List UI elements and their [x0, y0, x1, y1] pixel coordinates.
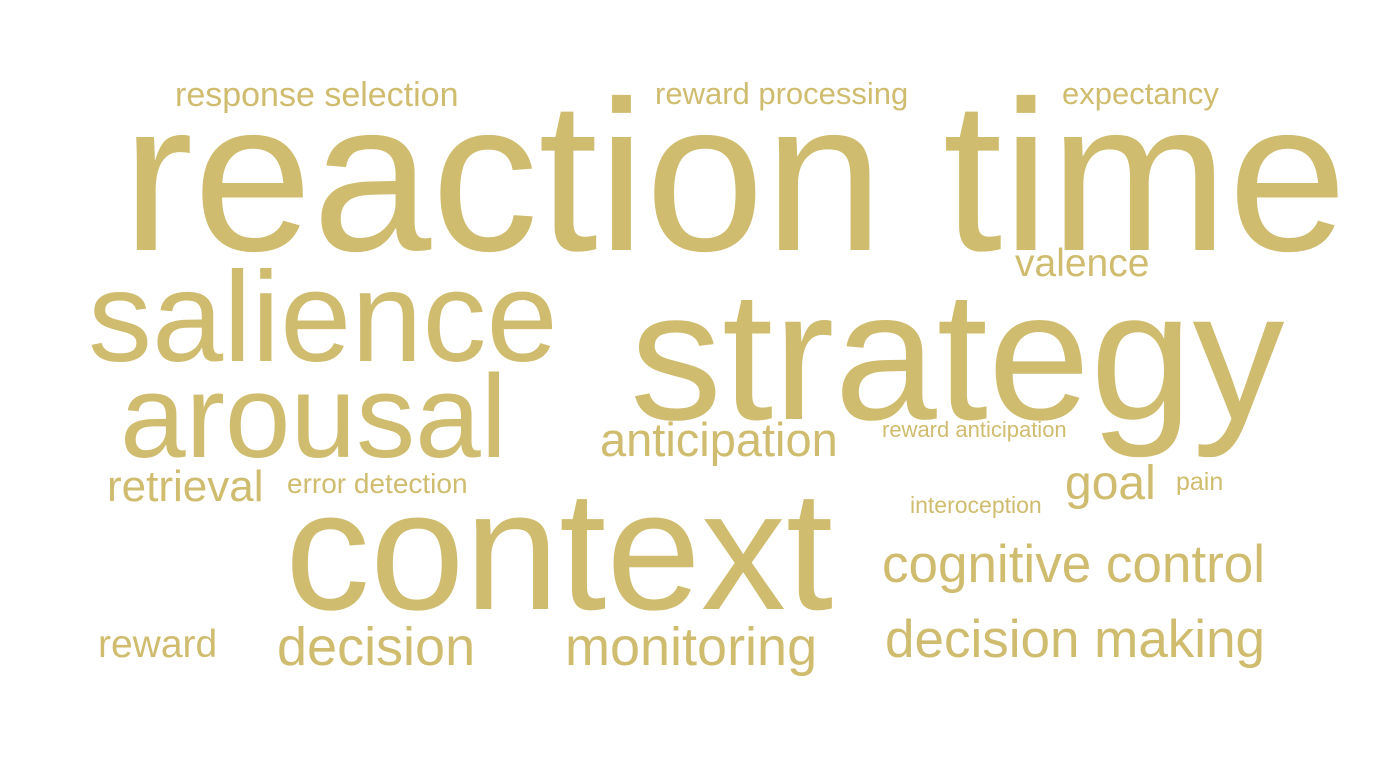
word-error-detection: error detection: [287, 468, 468, 499]
word-cognitive-control: cognitive control: [882, 535, 1265, 594]
word-decision-making: decision making: [885, 610, 1266, 669]
word-monitoring: monitoring: [565, 617, 818, 677]
word-reward-processing: reward processing: [655, 76, 909, 111]
word-goal: goal: [1065, 457, 1156, 510]
word-salience: salience: [88, 246, 558, 389]
word-strategy: strategy: [630, 252, 1285, 458]
word-arousal: arousal: [120, 351, 508, 483]
word-valence: valence: [1015, 242, 1150, 285]
word-reward: reward: [98, 623, 218, 666]
word-reaction-time: reaction time: [122, 57, 1348, 296]
word-interoception: interoception: [910, 492, 1042, 518]
word-decision: decision: [277, 617, 476, 677]
word-expectancy: expectancy: [1062, 76, 1219, 111]
word-retrieval: retrieval: [107, 462, 264, 511]
word-context: context: [285, 456, 834, 646]
word-anticipation: anticipation: [600, 413, 838, 466]
word-response-selection: response selection: [175, 76, 459, 114]
word-pain: pain: [1176, 468, 1224, 496]
word-reward-anticipation: reward anticipation: [882, 417, 1067, 442]
